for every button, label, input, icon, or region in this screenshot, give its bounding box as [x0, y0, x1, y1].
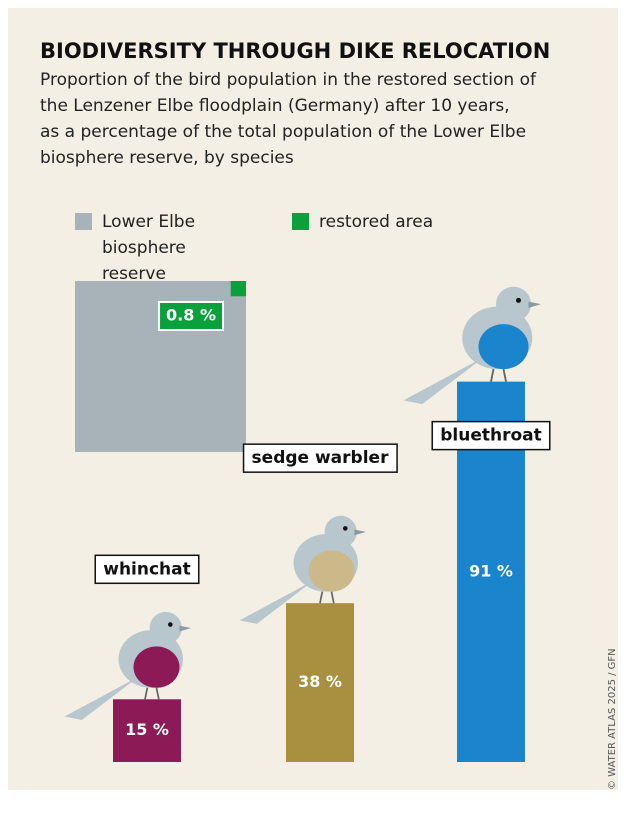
subtitle-line: the Lenzener Elbe floodplain (Germany) a… — [40, 96, 510, 116]
bird-beak — [528, 301, 541, 308]
subtitle-line: Proportion of the bird population in the… — [40, 70, 537, 90]
legend-swatch — [75, 213, 92, 230]
legend-label: restored area — [319, 212, 434, 232]
credit: © WATER ATLAS 2025 / GFN — [607, 648, 618, 790]
bird-icon — [64, 611, 191, 720]
bird-beak — [179, 625, 191, 632]
legend-entry: Lower Elbe biosphere reserve — [75, 209, 245, 287]
bird-eye — [343, 526, 348, 531]
bird-head — [149, 611, 182, 645]
value-label: 91 % — [469, 561, 513, 580]
bird-eye — [168, 622, 173, 627]
subtitle-line: biosphere reserve, by species — [40, 148, 294, 168]
legend-entry: restored area — [292, 209, 492, 235]
legend-swatch — [292, 213, 309, 230]
bird-legs — [144, 687, 160, 700]
bar — [286, 603, 354, 762]
bird-belly — [133, 646, 180, 688]
bird-tail — [239, 580, 315, 624]
category-label-box — [431, 420, 551, 451]
legend-label: Lower Elbe biosphere reserve — [102, 212, 196, 284]
bird-belly — [308, 550, 355, 592]
category-label: sedge warbler — [252, 448, 390, 468]
category-label: bluethroat — [440, 426, 542, 446]
chart-title: BIODIVERSITY THROUGH DIKE RELOCATION — [40, 39, 550, 63]
value-label: 38 % — [298, 672, 342, 691]
bird-tail — [403, 356, 485, 405]
bar — [113, 699, 181, 762]
bird-head — [324, 515, 357, 548]
bird-beak — [354, 529, 366, 536]
bird-icon — [239, 515, 366, 624]
bird-eye — [516, 297, 521, 303]
category-label: whinchat — [103, 559, 191, 579]
restored-area — [230, 281, 246, 297]
bird-icon — [403, 286, 541, 405]
bird-belly — [478, 324, 529, 370]
value-label: 0.8 % — [166, 306, 216, 325]
value-label-box — [158, 301, 224, 331]
subtitle-line: as a percentage of the total population … — [40, 122, 526, 142]
bird-head — [496, 286, 531, 322]
bird-tail — [64, 676, 140, 720]
category-label-box — [242, 443, 398, 473]
subtitle: Proportion of the bird population in the… — [40, 70, 537, 168]
bird-legs — [490, 368, 507, 382]
value-label: 15 % — [125, 720, 169, 739]
category-label-box — [94, 554, 200, 585]
bird-legs — [319, 591, 335, 604]
